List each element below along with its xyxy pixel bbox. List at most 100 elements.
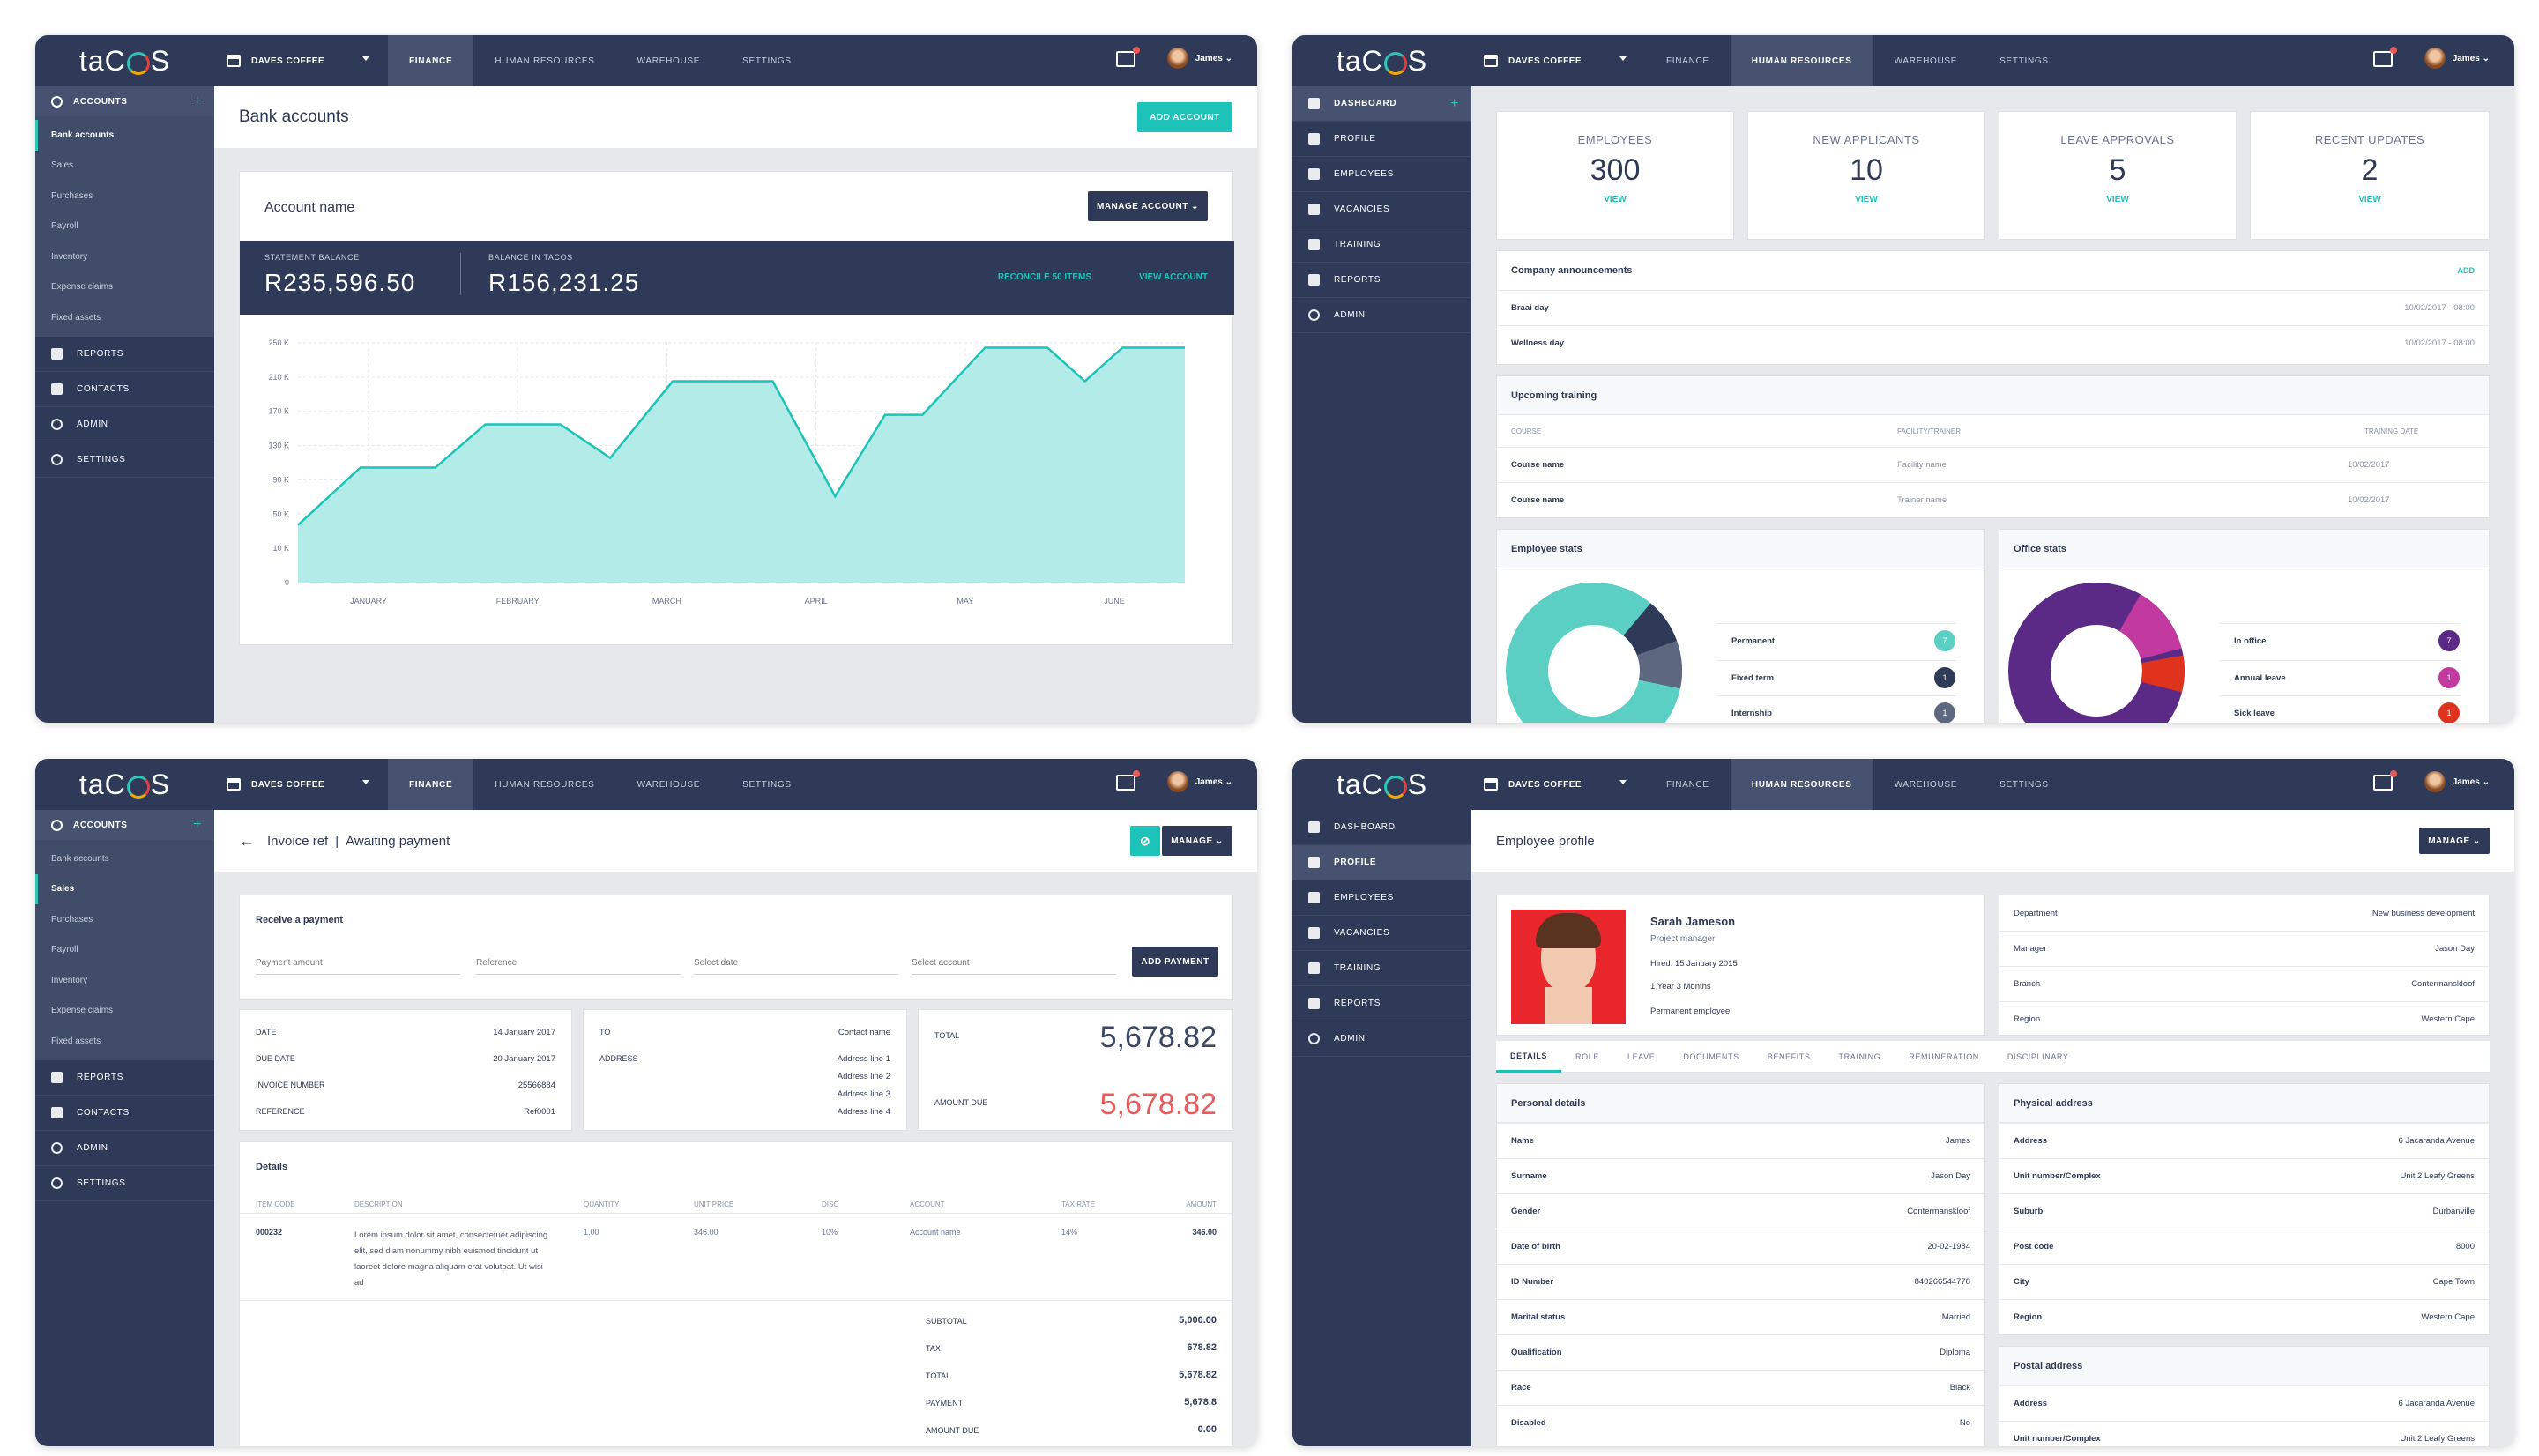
view-link[interactable]: VIEW <box>2358 195 2381 204</box>
sidebar-item-bank-accounts[interactable]: Bank accounts <box>35 120 214 151</box>
sidebar-item-employees[interactable]: EMPLOYEES <box>1292 157 1471 192</box>
logo[interactable]: ta C S <box>78 768 171 800</box>
sidebar-item-training[interactable]: TRAINING <box>1292 227 1471 263</box>
user-menu[interactable]: James ⌄ <box>2424 48 2490 69</box>
company-selector[interactable]: DAVES COFFEE <box>1471 759 1639 810</box>
manage-button[interactable]: MANAGE ⌄ <box>1162 826 1232 856</box>
sidebar-item-payroll[interactable]: Payroll <box>51 945 78 955</box>
sidebar-item-settings[interactable]: SETTINGS <box>35 1166 214 1201</box>
sidebar-item-settings[interactable]: SETTINGS <box>35 442 214 478</box>
nav-settings[interactable]: SETTINGS <box>742 56 792 66</box>
date-select[interactable] <box>694 952 898 975</box>
nav-finance[interactable]: FINANCE <box>388 759 474 810</box>
view-link[interactable]: VIEW <box>2106 195 2129 204</box>
nav-finance[interactable]: FINANCE <box>1666 56 1709 66</box>
sidebar-item-reports[interactable]: REPORTS <box>35 1060 214 1096</box>
sidebar-item-employees[interactable]: EMPLOYEES <box>1292 880 1471 916</box>
sidebar-item-sales[interactable]: Sales <box>51 160 74 171</box>
manage-account-button[interactable]: MANAGE ACCOUNT ⌄ <box>1088 191 1208 221</box>
nav-warehouse[interactable]: WAREHOUSE <box>637 56 701 66</box>
sidebar-item-expense-claims[interactable]: Expense claims <box>51 282 114 293</box>
nav-warehouse[interactable]: WAREHOUSE <box>637 779 701 790</box>
sidebar-accounts[interactable]: ACCOUNTS + <box>35 810 214 840</box>
nav-settings[interactable]: SETTINGS <box>1999 779 2049 790</box>
nav-finance[interactable]: FINANCE <box>388 35 474 86</box>
nav-human-resources[interactable]: HUMAN RESOURCES <box>1730 759 1873 810</box>
logo[interactable]: ta C S <box>1336 768 1428 800</box>
sidebar-item-dashboard[interactable]: DASHBOARD <box>1292 810 1471 845</box>
company-selector[interactable]: DAVES COFFEE <box>1471 35 1639 86</box>
tab-benefits[interactable]: BENEFITS <box>1767 1052 1811 1061</box>
sidebar-item-inventory[interactable]: Inventory <box>51 251 88 262</box>
announcement-row[interactable]: Braai day 10/02/2017 - 08:00 <box>1497 290 2489 325</box>
nav-warehouse[interactable]: WAREHOUSE <box>1894 779 1958 790</box>
chat-icon[interactable] <box>1116 47 1140 67</box>
sidebar-item-inventory[interactable]: Inventory <box>51 975 88 985</box>
announcement-row[interactable]: Wellness day 10/02/2017 - 08:00 <box>1497 325 2489 360</box>
sidebar-item-training[interactable]: TRAINING <box>1292 951 1471 986</box>
training-row[interactable]: Course name Trainer name 10/02/2017 <box>1497 482 2489 517</box>
tab-remuneration[interactable]: REMUNERATION <box>1909 1052 1979 1061</box>
add-announcement-link[interactable]: ADD <box>2457 266 2476 275</box>
nav-finance[interactable]: FINANCE <box>1666 779 1709 790</box>
tab-role[interactable]: ROLE <box>1575 1052 1599 1061</box>
nav-settings[interactable]: SETTINGS <box>742 779 792 790</box>
logo[interactable]: ta C S <box>78 44 171 77</box>
reference-input[interactable] <box>476 952 681 975</box>
attach-icon[interactable]: ⊘ <box>1130 826 1160 856</box>
plus-icon[interactable]: + <box>193 817 202 832</box>
sidebar-item-admin[interactable]: ADMIN <box>35 1131 214 1166</box>
view-link[interactable]: VIEW <box>1604 195 1627 204</box>
manage-button[interactable]: MANAGE ⌄ <box>2419 828 2490 854</box>
view-account-link[interactable]: VIEW ACCOUNT <box>1139 272 1208 282</box>
sidebar-item-fixed-assets[interactable]: Fixed assets <box>51 1036 101 1046</box>
account-select[interactable] <box>912 952 1116 975</box>
nav-human-resources[interactable]: HUMAN RESOURCES <box>495 779 595 790</box>
tab-leave[interactable]: LEAVE <box>1627 1052 1656 1061</box>
user-menu[interactable]: James ⌄ <box>1166 48 1232 69</box>
user-menu[interactable]: James ⌄ <box>1166 771 1232 792</box>
sidebar-item-vacancies[interactable]: VACANCIES <box>1292 192 1471 227</box>
sidebar-item-admin[interactable]: ADMIN <box>35 407 214 442</box>
sidebar-item-purchases[interactable]: Purchases <box>51 914 93 925</box>
reconcile-link[interactable]: RECONCILE 50 ITEMS <box>997 272 1091 282</box>
sidebar-item-dashboard[interactable]: DASHBOARD + <box>1292 86 1471 122</box>
logo[interactable]: ta C S <box>1336 44 1428 77</box>
sidebar-item-fixed-assets[interactable]: Fixed assets <box>51 312 101 323</box>
sidebar-item-profile[interactable]: PROFILE <box>1292 845 1471 880</box>
view-link[interactable]: VIEW <box>1855 195 1878 204</box>
tab-disciplinary[interactable]: DISCIPLINARY <box>2007 1052 2069 1061</box>
company-selector[interactable]: DAVES COFFEE <box>214 759 382 810</box>
sidebar-item-contacts[interactable]: CONTACTS <box>35 1096 214 1131</box>
add-payment-button[interactable]: ADD PAYMENT <box>1132 947 1218 977</box>
add-account-button[interactable]: ADD ACCOUNT <box>1137 102 1232 132</box>
chat-icon[interactable] <box>1116 770 1140 791</box>
payment-amount-input[interactable] <box>256 952 460 975</box>
tab-details[interactable]: DETAILS <box>1496 1041 1562 1073</box>
sidebar-item-expense-claims[interactable]: Expense claims <box>51 1006 114 1016</box>
plus-icon[interactable]: + <box>1449 95 1459 111</box>
user-menu[interactable]: James ⌄ <box>2424 771 2490 792</box>
sidebar-item-reports[interactable]: REPORTS <box>1292 986 1471 1021</box>
table-row[interactable]: 000232 Lorem ipsum dolor sit amet, conse… <box>240 1213 1232 1301</box>
chat-icon[interactable] <box>2373 770 2397 791</box>
sidebar-item-contacts[interactable]: CONTACTS <box>35 372 214 407</box>
tab-training[interactable]: TRAINING <box>1838 1052 1881 1061</box>
nav-human-resources[interactable]: HUMAN RESOURCES <box>1730 35 1873 86</box>
company-selector[interactable]: DAVES COFFEE <box>214 35 382 86</box>
tab-documents[interactable]: DOCUMENTS <box>1683 1052 1739 1061</box>
sidebar-item-admin[interactable]: ADMIN <box>1292 298 1471 333</box>
nav-warehouse[interactable]: WAREHOUSE <box>1894 56 1958 66</box>
nav-settings[interactable]: SETTINGS <box>1999 56 2049 66</box>
plus-icon[interactable]: + <box>193 93 202 108</box>
chat-icon[interactable] <box>2373 47 2397 67</box>
sidebar-item-vacancies[interactable]: VACANCIES <box>1292 916 1471 951</box>
back-arrow-icon[interactable]: ← <box>239 831 255 850</box>
sidebar-item-profile[interactable]: PROFILE <box>1292 122 1471 157</box>
sidebar-item-purchases[interactable]: Purchases <box>51 190 93 201</box>
sidebar-item-payroll[interactable]: Payroll <box>51 221 78 232</box>
sidebar-accounts[interactable]: ACCOUNTS + <box>35 86 214 116</box>
sidebar-item-reports[interactable]: REPORTS <box>35 337 214 372</box>
sidebar-item-reports[interactable]: REPORTS <box>1292 263 1471 298</box>
nav-human-resources[interactable]: HUMAN RESOURCES <box>495 56 595 66</box>
